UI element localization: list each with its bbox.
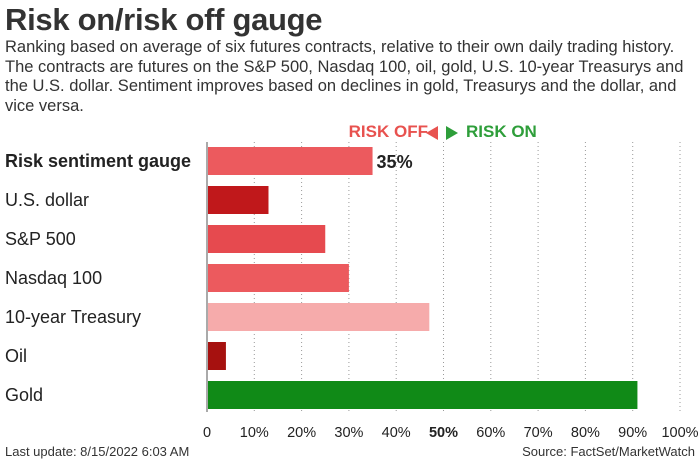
left-arrow-icon [426,126,438,140]
category-label: 10-year Treasury [5,307,141,327]
x-tick-label: 20% [287,425,316,441]
bar [208,225,326,253]
x-tick-label: 80% [571,425,600,441]
x-tick-label: 10% [240,425,269,441]
x-tick-label: 60% [476,425,505,441]
risk-on-label: RISK ON [466,122,537,141]
bar [208,147,373,175]
source-credit: Source: FactSet/MarketWatch [522,444,695,459]
category-label: Gold [5,385,43,405]
x-tick-label: 50% [429,425,458,441]
bar [208,264,349,292]
bar [208,381,638,409]
bar [208,186,269,214]
x-tick-label: 70% [524,425,553,441]
x-tick-label: 40% [382,425,411,441]
risk-off-label: RISK OFF [348,122,428,141]
x-tick-label: 30% [334,425,363,441]
data-label: 35% [377,152,413,172]
category-label: Oil [5,346,27,366]
bar-chart: 0 10% 20% 30% 40% 50% 60% 70% 80% 90% 100% Risk sen… [5,142,699,441]
x-tick-label: 100% [661,425,698,441]
category-label: S&P 500 [5,229,76,249]
chart-title: Risk on/risk off gauge [5,2,323,37]
category-label: Risk sentiment gauge [5,151,191,171]
bar [208,303,430,331]
right-arrow-icon [446,126,458,140]
category-label: U.S. dollar [5,190,89,210]
x-tick-label: 0 [203,425,211,441]
x-tick-label: 90% [618,425,647,441]
chart-subtitle: Ranking based on average of six futures … [5,38,684,115]
risk-legend: RISK OFF RISK ON [0,122,700,146]
category-label: Nasdaq 100 [5,268,102,288]
last-update: Last update: 8/15/2022 6:03 AM [5,444,190,459]
bar [208,342,226,370]
